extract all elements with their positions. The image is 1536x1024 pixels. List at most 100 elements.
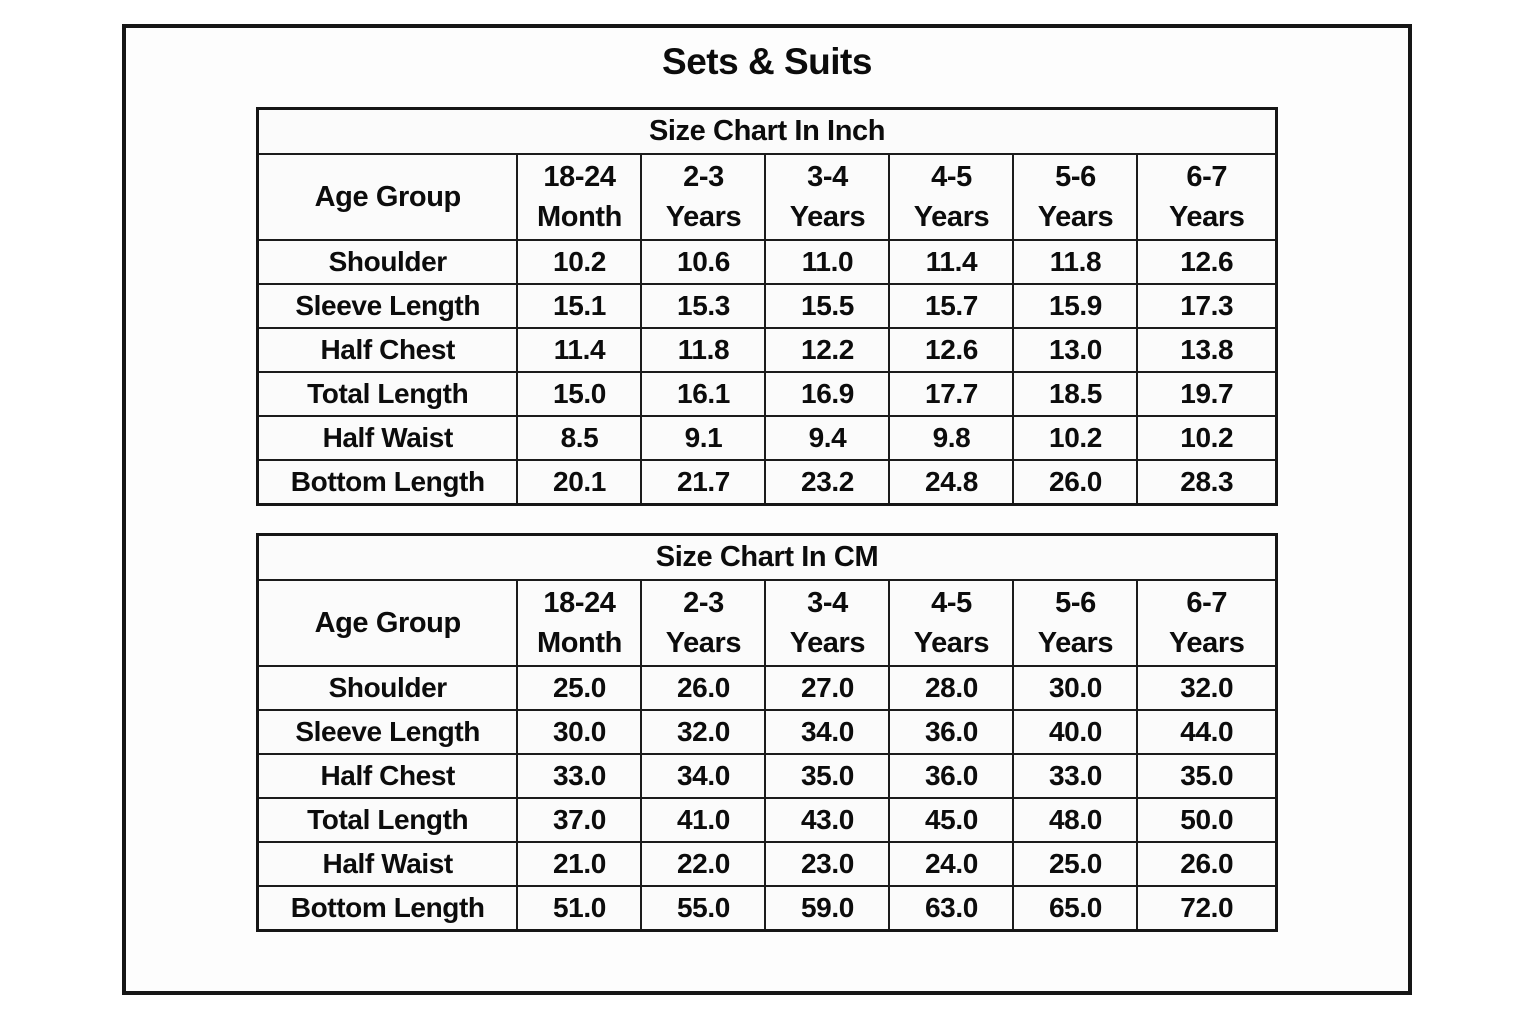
table-row: Half Chest 33.0 34.0 35.0 36.0 33.0 35.0 [256,753,1278,799]
size-value: 51.0 [516,885,643,932]
size-value: 19.7 [1136,371,1278,417]
size-value: 43.0 [764,797,891,843]
table-row: Shoulder 25.0 26.0 27.0 28.0 30.0 32.0 [256,665,1278,711]
age-unit: Years [789,627,866,659]
age-col-header: 18-24 Month [516,579,643,667]
size-value: 9.1 [640,415,767,461]
age-group-header: Age Group [256,153,519,241]
age-range: 6-7 [1186,587,1228,619]
age-range: 3-4 [807,161,848,193]
size-value: 28.3 [1136,459,1278,506]
size-value: 59.0 [764,885,891,932]
size-value: 23.2 [764,459,891,506]
size-value: 11.8 [1012,239,1139,285]
size-chart-cm-table: Size Chart In CM Age Group 18-24 Month 2… [255,533,1279,932]
age-unit: Years [665,201,742,233]
size-value: 11.0 [764,239,891,285]
size-value: 24.0 [888,841,1015,887]
age-unit: Month [537,201,622,233]
size-value: 12.6 [888,327,1015,373]
size-value: 34.0 [640,753,767,799]
size-value: 32.0 [1136,665,1278,711]
table-row: Total Length 15.0 16.1 16.9 17.7 18.5 19… [256,371,1278,417]
size-value: 30.0 [516,709,643,755]
measure-label: Shoulder [256,239,519,285]
size-value: 10.2 [1012,415,1139,461]
age-unit: Years [1037,201,1114,233]
measure-label: Half Chest [256,753,519,799]
size-value: 26.0 [1012,459,1139,506]
age-unit: Years [913,627,990,659]
size-value: 24.8 [888,459,1015,506]
age-range: 5-6 [1055,161,1096,193]
table-row: Total Length 37.0 41.0 43.0 45.0 48.0 50… [256,797,1278,843]
size-value: 28.0 [888,665,1015,711]
size-value: 22.0 [640,841,767,887]
age-range: 4-5 [931,587,972,619]
size-value: 33.0 [1012,753,1139,799]
size-value: 63.0 [888,885,1015,932]
age-unit: Years [1169,627,1245,659]
table-row: Half Waist 21.0 22.0 23.0 24.0 25.0 26.0 [256,841,1278,887]
age-range: 18-24 [543,587,616,619]
size-value: 48.0 [1012,797,1139,843]
size-value: 25.0 [1012,841,1139,887]
age-range: 5-6 [1055,587,1096,619]
size-value: 55.0 [640,885,767,932]
age-unit: Month [536,627,622,659]
size-value: 36.0 [888,709,1015,755]
age-range: 3-4 [807,587,848,619]
age-col-header: 5-6 Years [1012,579,1139,667]
size-value: 18.5 [1012,371,1139,417]
table-header-row: Age Group 18-24 Month 2-3 Years 3-4 Year… [256,579,1278,667]
size-value: 44.0 [1136,709,1278,755]
size-value: 16.9 [764,371,891,417]
size-value: 9.4 [764,415,891,461]
size-value: 17.7 [888,371,1015,417]
age-range: 18-24 [543,161,616,193]
size-value: 41.0 [640,797,767,843]
table-title-row: Size Chart In Inch [256,107,1278,155]
measure-label: Total Length [256,371,519,417]
table-title: Size Chart In Inch [256,107,1278,155]
size-chart-frame: Sets & Suits Size Chart In Inch Age Grou… [122,24,1412,995]
size-value: 34.0 [764,709,891,755]
table-title: Size Chart In CM [256,533,1278,581]
size-value: 33.0 [516,753,643,799]
size-value: 65.0 [1012,885,1139,932]
size-value: 9.8 [888,415,1015,461]
size-value: 12.2 [764,327,891,373]
measure-label: Half Waist [256,415,519,461]
size-value: 16.1 [640,371,767,417]
age-range: 4-5 [931,161,972,193]
age-unit: Years [665,627,742,659]
age-col-header: 3-4 Years [764,579,891,667]
size-value: 12.6 [1136,239,1278,285]
age-group-header: Age Group [256,579,519,667]
size-chart-inch-table: Size Chart In Inch Age Group 18-24 Month… [255,107,1279,506]
age-col-header: 18-24 Month [516,153,643,241]
age-range: 2-3 [683,161,724,193]
table-title-row: Size Chart In CM [256,533,1278,581]
measure-label: Half Waist [256,841,519,887]
measure-label: Bottom Length [256,885,519,932]
size-value: 36.0 [888,753,1015,799]
age-col-header: 6-7 Years [1136,579,1278,667]
age-unit: Years [789,201,866,233]
measure-label: Shoulder [256,665,519,711]
age-col-header: 3-4 Years [764,153,891,241]
size-value: 35.0 [764,753,891,799]
table-row: Bottom Length 20.1 21.7 23.2 24.8 26.0 2… [256,459,1278,506]
size-value: 11.4 [516,327,643,373]
size-value: 15.3 [640,283,767,329]
size-value: 30.0 [1012,665,1139,711]
size-value: 10.2 [1136,415,1278,461]
size-value: 10.6 [640,239,767,285]
table-row: Half Waist 8.5 9.1 9.4 9.8 10.2 10.2 [256,415,1278,461]
age-unit: Years [1037,627,1114,659]
table-row: Bottom Length 51.0 55.0 59.0 63.0 65.0 7… [256,885,1278,932]
page-title: Sets & Suits [662,41,872,82]
age-unit: Years [1169,201,1245,233]
age-col-header: 5-6 Years [1012,153,1139,241]
